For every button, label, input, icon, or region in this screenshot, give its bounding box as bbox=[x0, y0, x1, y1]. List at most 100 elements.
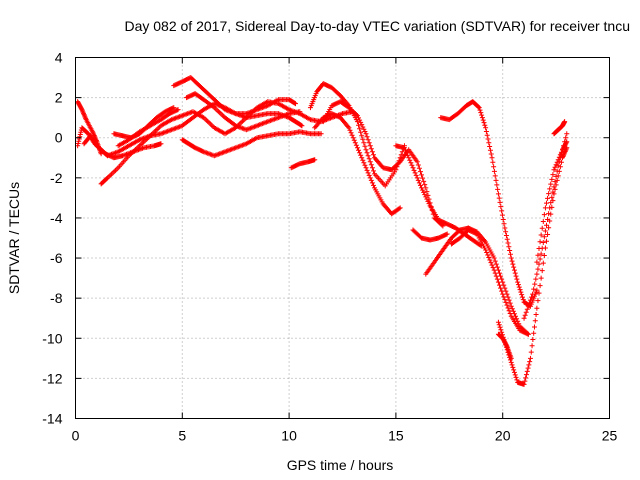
data-point bbox=[363, 147, 369, 153]
data-point bbox=[354, 113, 360, 119]
x-tick-label: 0 bbox=[72, 428, 80, 444]
data-point bbox=[506, 244, 512, 250]
data-point bbox=[547, 186, 553, 192]
data-point bbox=[359, 122, 365, 128]
data-point bbox=[77, 134, 83, 140]
data-point bbox=[361, 160, 367, 166]
data-point bbox=[483, 247, 489, 253]
data-point bbox=[547, 205, 553, 211]
y-tick-label: -14 bbox=[42, 411, 62, 427]
data-point bbox=[538, 232, 544, 238]
data-point bbox=[494, 264, 500, 270]
data-point bbox=[396, 206, 402, 212]
data-point bbox=[425, 198, 431, 204]
data-point bbox=[489, 262, 495, 268]
data-point bbox=[356, 147, 362, 153]
data-point bbox=[523, 309, 529, 315]
data-point bbox=[401, 145, 407, 151]
y-tick-label: -8 bbox=[50, 290, 63, 306]
data-point bbox=[476, 105, 482, 111]
series-arc-u bbox=[534, 139, 570, 265]
data-point bbox=[348, 130, 354, 136]
data-point bbox=[403, 147, 409, 153]
data-point bbox=[491, 267, 497, 273]
data-point bbox=[522, 312, 528, 318]
data-point bbox=[554, 168, 560, 174]
data-point bbox=[541, 253, 547, 259]
series-arc-p bbox=[423, 225, 531, 337]
series-arc-q bbox=[448, 227, 531, 337]
data-point bbox=[351, 137, 357, 143]
data-point bbox=[546, 191, 552, 197]
data-point bbox=[549, 176, 555, 182]
data-point bbox=[507, 300, 513, 306]
data-point bbox=[501, 282, 507, 288]
data-point bbox=[503, 288, 509, 294]
data-point bbox=[357, 126, 363, 132]
x-tick-label: 20 bbox=[495, 428, 511, 444]
data-point bbox=[416, 180, 422, 186]
data-point bbox=[509, 362, 515, 368]
data-point bbox=[406, 155, 412, 161]
data-point bbox=[495, 319, 501, 325]
data-point bbox=[551, 167, 557, 173]
data-point bbox=[423, 185, 429, 191]
data-point bbox=[487, 257, 493, 263]
data-point bbox=[511, 367, 517, 373]
data-point bbox=[75, 140, 81, 146]
data-point bbox=[363, 165, 369, 171]
data-point bbox=[532, 318, 538, 324]
data-point bbox=[562, 119, 568, 125]
data-point bbox=[524, 368, 530, 374]
data-point bbox=[531, 286, 537, 292]
y-tick-label: -4 bbox=[50, 210, 63, 226]
data-point bbox=[493, 177, 499, 183]
data-point bbox=[503, 229, 509, 235]
data-point bbox=[404, 150, 410, 156]
data-point bbox=[543, 238, 549, 244]
data-point bbox=[527, 355, 533, 361]
data-point bbox=[534, 271, 540, 277]
data-point bbox=[356, 115, 362, 121]
data-point bbox=[415, 177, 421, 183]
x-axis-label: GPS time / hours bbox=[287, 457, 394, 473]
data-point bbox=[512, 270, 518, 276]
data-point bbox=[504, 302, 510, 308]
y-tick-label: 4 bbox=[55, 50, 63, 66]
data-point bbox=[358, 119, 364, 125]
data-point bbox=[396, 160, 402, 166]
data-point bbox=[509, 306, 515, 312]
data-point bbox=[502, 285, 508, 291]
data-point bbox=[524, 306, 530, 312]
data-point bbox=[491, 164, 497, 170]
data-point bbox=[76, 138, 82, 144]
data-point bbox=[503, 232, 509, 238]
data-point bbox=[535, 298, 541, 304]
data-point bbox=[158, 141, 164, 147]
data-point bbox=[492, 258, 498, 264]
plot-frame bbox=[75, 57, 610, 419]
data-point bbox=[511, 264, 517, 270]
data-point bbox=[486, 140, 492, 146]
series-arc-b bbox=[75, 101, 305, 159]
data-point bbox=[546, 225, 552, 231]
y-tick-label: -6 bbox=[50, 250, 63, 266]
data-point bbox=[488, 151, 494, 157]
data-point bbox=[505, 305, 511, 311]
data-point bbox=[361, 140, 367, 146]
series-arc-r bbox=[438, 99, 540, 309]
data-point bbox=[443, 231, 449, 237]
series-arc-f bbox=[81, 133, 164, 161]
data-point bbox=[507, 310, 513, 316]
data-point bbox=[506, 297, 512, 303]
data-point bbox=[513, 273, 519, 279]
data-point bbox=[486, 255, 492, 261]
data-point bbox=[514, 316, 520, 322]
series-arc-h bbox=[184, 91, 303, 133]
data-point bbox=[513, 374, 519, 380]
data-point bbox=[483, 125, 489, 131]
data-point bbox=[414, 175, 420, 181]
data-point bbox=[356, 122, 362, 128]
data-point bbox=[529, 294, 535, 300]
data-point bbox=[357, 150, 363, 156]
